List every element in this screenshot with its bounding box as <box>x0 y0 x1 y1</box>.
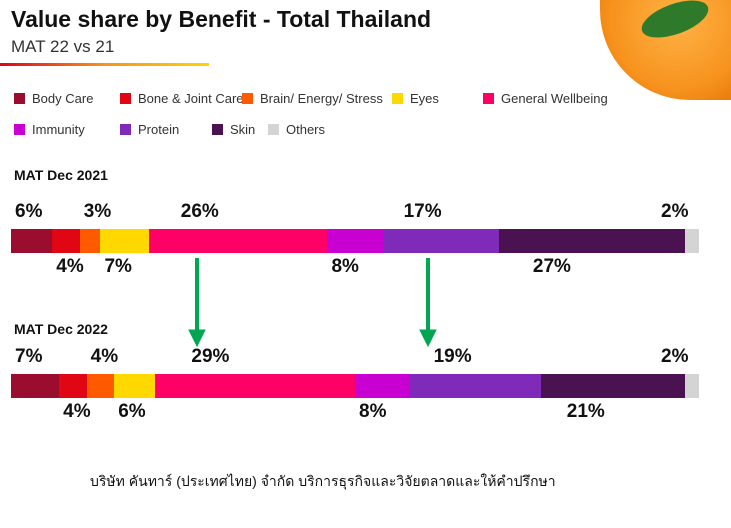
bar-segment <box>410 374 541 398</box>
bar-segment <box>148 229 328 253</box>
data-label: 7% <box>15 346 43 367</box>
data-label: 27% <box>532 256 571 277</box>
legend-item: Immunity <box>14 122 85 137</box>
legend-label: Bone & Joint Care <box>138 91 244 106</box>
data-label: 8% <box>359 401 387 422</box>
legend-label: Others <box>286 122 326 137</box>
period-label: MAT Dec 2021 <box>14 167 108 183</box>
arrow-down-icon <box>188 258 206 348</box>
bar-segment <box>86 374 115 398</box>
legend-swatch <box>120 93 131 104</box>
data-label: 6% <box>118 401 146 422</box>
arrow-down-icon <box>419 258 437 348</box>
legend-swatch <box>212 124 223 135</box>
legend-item: Skin <box>212 122 255 137</box>
bar-segment <box>355 374 411 398</box>
data-label: 17% <box>403 201 442 222</box>
data-label: 4% <box>90 346 119 367</box>
legend-swatch <box>483 93 494 104</box>
data-label: 7% <box>104 256 132 277</box>
data-label: 21% <box>566 401 605 422</box>
bar-segment <box>685 229 699 253</box>
period-label: MAT Dec 2022 <box>14 321 108 337</box>
bar-segment <box>11 374 60 398</box>
data-label: 26% <box>180 201 219 222</box>
legend-label: Protein <box>138 122 180 137</box>
legend-swatch <box>14 124 25 135</box>
bar-segment <box>114 374 156 398</box>
legend-swatch <box>14 93 25 104</box>
bar-segment <box>11 229 53 253</box>
legend-item: Brain/ Energy/ Stress <box>242 91 383 106</box>
data-label: 2% <box>661 346 689 367</box>
legend-label: Eyes <box>410 91 439 106</box>
chart-title: Value share by Benefit - Total Thailand <box>11 6 432 32</box>
bar-segment <box>59 374 87 398</box>
bar-segment <box>499 229 686 253</box>
legend-label: Body Care <box>32 91 94 106</box>
legend-item: Body Care <box>14 91 93 106</box>
data-label: 2% <box>661 201 689 222</box>
legend-swatch <box>242 93 253 104</box>
legend-label: Immunity <box>32 122 85 137</box>
legend-item: Protein <box>120 122 179 137</box>
data-label: 8% <box>331 256 359 277</box>
data-label: 3% <box>83 201 112 222</box>
bar-segment <box>327 229 383 253</box>
chart-subtitle: MAT 22 vs 21 <box>11 37 115 56</box>
title-underline <box>0 63 209 66</box>
legend-label: Brain/ Energy/ Stress <box>260 91 383 106</box>
data-label: 19% <box>433 346 472 367</box>
legend-item: General Wellbeing <box>483 91 608 106</box>
legend-label: Skin <box>230 122 256 137</box>
legend-swatch <box>392 93 403 104</box>
data-label: 4% <box>56 256 84 277</box>
bar-segment <box>685 374 699 398</box>
legend-label: General Wellbeing <box>501 91 608 106</box>
bar-segment <box>540 374 686 398</box>
data-label: 29% <box>191 346 230 367</box>
bar-segment <box>382 229 500 253</box>
bar-segment <box>79 229 101 253</box>
bar-segment <box>155 374 355 398</box>
legend-item: Others <box>268 122 325 137</box>
legend-swatch <box>268 124 279 135</box>
legend-swatch <box>120 124 131 135</box>
bar-segment <box>52 229 80 253</box>
data-label: 6% <box>15 201 43 222</box>
legend-item: Bone & Joint Care <box>120 91 244 106</box>
bar-segment <box>100 229 149 253</box>
footer-text: บริษัท คันทาร์ (ประเทศไทย) จำกัด บริการธ… <box>90 473 556 489</box>
data-label: 4% <box>63 401 91 422</box>
legend-item: Eyes <box>392 91 439 106</box>
